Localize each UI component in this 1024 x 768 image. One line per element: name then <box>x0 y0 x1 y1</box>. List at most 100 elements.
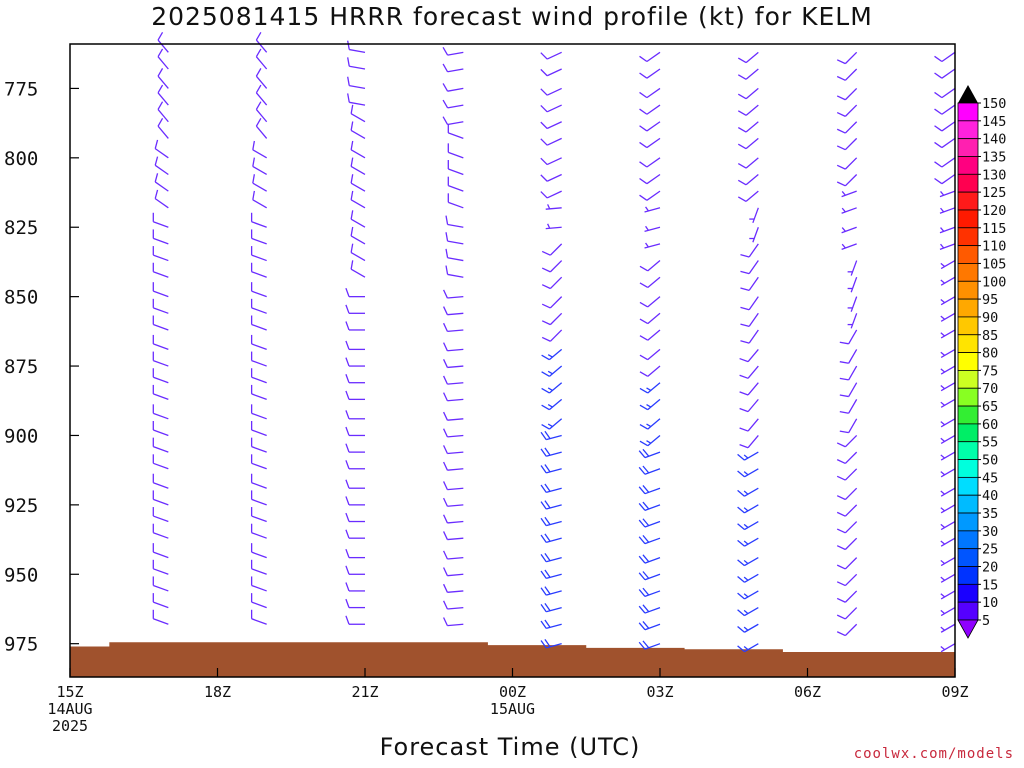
y-tick-label: 800 <box>4 148 38 170</box>
wind-barb <box>250 507 267 523</box>
colorbar-bottom-arrow <box>957 619 979 639</box>
x-tick-label: 03Z <box>646 683 673 701</box>
wind-barb <box>541 260 563 273</box>
wind-barb <box>940 557 956 567</box>
wind-barb <box>540 121 562 130</box>
wind-barb <box>737 121 759 133</box>
x-tick-label: 09Z <box>941 683 968 701</box>
wind-barb <box>940 348 956 358</box>
wind-barb <box>839 418 858 434</box>
wind-barb <box>639 68 661 79</box>
wind-barb <box>737 173 759 186</box>
wind-barb <box>847 276 858 293</box>
wind-barb <box>737 487 759 497</box>
wind-barb <box>152 404 169 420</box>
wind-barb <box>152 593 169 609</box>
wind-barb <box>443 481 464 491</box>
colorbar-cell <box>957 548 979 567</box>
colorbar-label: 45 <box>982 470 998 486</box>
colorbar-cell <box>957 245 979 264</box>
wind-barb <box>152 298 169 314</box>
wind-barb <box>540 430 562 441</box>
colorbar-label: 90 <box>982 310 998 326</box>
wind-barb <box>540 619 562 630</box>
wind-barb <box>250 454 267 470</box>
wind-barb <box>940 434 956 445</box>
wind-barb <box>737 557 759 567</box>
wind-barb <box>350 157 366 176</box>
wind-barb <box>940 468 956 478</box>
colorbar-cell <box>957 459 979 478</box>
wind-barb <box>638 465 661 475</box>
wind-barb <box>737 51 759 64</box>
wind-barb <box>152 368 169 384</box>
wind-barb <box>443 461 464 471</box>
wind-barb <box>541 382 563 394</box>
axis-ticks <box>69 87 956 677</box>
wind-barb <box>934 137 956 149</box>
wind-barb <box>639 104 661 115</box>
wind-barb <box>540 552 562 563</box>
wind-barb <box>443 428 464 438</box>
wind-barb <box>345 565 365 575</box>
colorbar-label: 55 <box>982 435 998 451</box>
wind-barb <box>541 296 563 309</box>
wind-barb <box>737 68 759 80</box>
wind-barb <box>836 573 858 587</box>
colorbar-label: 15 <box>982 577 998 593</box>
wind-barb <box>255 101 268 123</box>
colorbar-label: 85 <box>982 328 998 344</box>
wind-barb <box>541 398 563 411</box>
wind-barb <box>836 51 858 65</box>
wind-barb <box>345 479 365 489</box>
colorbar-label: 35 <box>982 506 998 522</box>
wind-barb <box>940 398 956 408</box>
wind-barb <box>836 504 858 517</box>
wind-barb <box>737 104 759 116</box>
wind-barb <box>250 315 267 331</box>
wind-barb <box>644 225 661 233</box>
wind-barb <box>540 516 562 527</box>
wind-barb <box>839 382 858 398</box>
x-tick-label: 15AUG <box>490 700 535 718</box>
wind-barb <box>345 496 365 506</box>
wind-barb <box>737 87 759 100</box>
wind-barb <box>250 282 267 298</box>
wind-barb <box>638 554 661 564</box>
wind-barb <box>836 557 858 570</box>
wind-barb <box>839 365 858 381</box>
wind-barb <box>740 243 759 258</box>
colorbar-cell <box>957 530 979 550</box>
x-tick-label: 00Z <box>499 683 526 701</box>
wind-barb <box>740 276 759 291</box>
wind-barb <box>347 40 366 53</box>
wind-barb <box>252 140 267 159</box>
wind-barb <box>940 643 956 653</box>
wind-barb <box>540 602 562 613</box>
wind-barb <box>443 600 464 610</box>
wind-barb <box>639 329 661 341</box>
wind-barb <box>255 118 268 139</box>
wind-barb <box>540 500 562 510</box>
wind-barb <box>847 296 858 312</box>
wind-barb <box>638 501 661 511</box>
colorbar-cell <box>957 352 979 371</box>
wind-barb <box>250 212 267 228</box>
wind-barb <box>639 276 661 289</box>
colorbar-label: 95 <box>982 292 998 308</box>
colorbar-cell <box>957 120 979 140</box>
wind-barb <box>644 242 661 249</box>
wind-barb <box>443 359 464 369</box>
y-tick-label: 975 <box>4 634 38 656</box>
wind-barb <box>940 573 956 583</box>
wind-barb <box>152 420 169 437</box>
terrain-surface <box>70 642 955 677</box>
wind-barb <box>540 68 562 77</box>
colorbar-label: 30 <box>982 524 998 540</box>
colorbar-cell <box>957 280 979 300</box>
wind-barb <box>445 248 464 262</box>
wind-barb <box>152 507 169 523</box>
wind-barb <box>934 68 956 79</box>
wind-barb <box>545 223 562 230</box>
